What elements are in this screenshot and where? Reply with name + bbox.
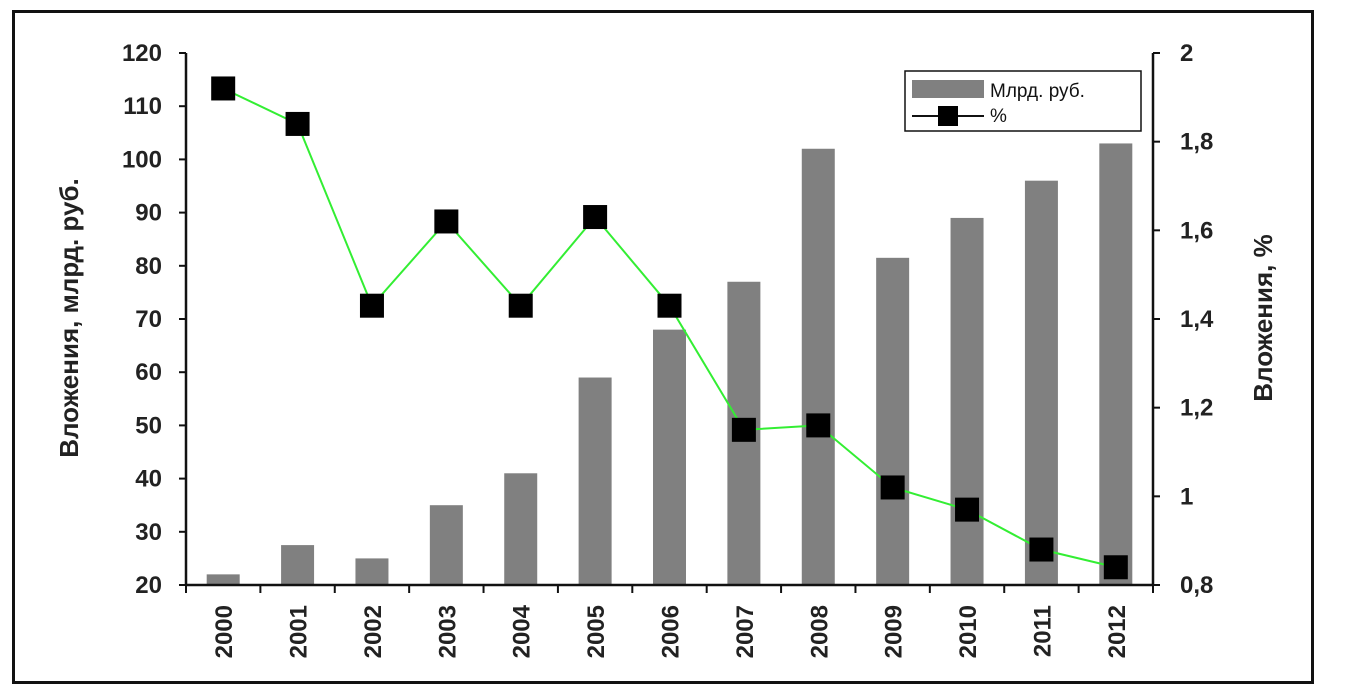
y2-tick-label: 1,4 [1180, 306, 1214, 333]
line-marker-2002 [359, 293, 384, 318]
bar-2012 [1099, 143, 1133, 585]
y2-tick-label: 0,8 [1180, 572, 1213, 599]
y-tick-label: 50 [135, 412, 162, 439]
x-tick-label: 2011 [1029, 605, 1056, 657]
y2-tick-label: 1,6 [1180, 217, 1213, 244]
x-tick-label: 2010 [955, 605, 982, 658]
bar-2009 [876, 257, 910, 585]
right-axis-ticks: 0,8 1 1,2 1,4 1,6 1,8 2 [1153, 40, 1214, 599]
y2-tick-label: 2 [1180, 40, 1193, 67]
y-tick-label: 110 [123, 93, 162, 120]
bar-2005 [578, 377, 612, 585]
line-marker-2008 [806, 413, 831, 438]
legend-line-label: % [990, 106, 1007, 127]
x-tick-label: 2006 [658, 605, 685, 658]
y-tick-label: 40 [135, 466, 162, 493]
x-axis-ticks: 2000 2001 2002 2003 2004 2005 2006 2007 2008 2009… [185, 585, 1154, 658]
legend-bar-swatch [912, 80, 984, 98]
axes [184, 53, 1155, 587]
y-tick-label: 80 [135, 253, 162, 280]
line-marker-2010 [955, 497, 980, 522]
y2-tick-label: 1 [1180, 483, 1193, 510]
x-tick-label: 2005 [583, 605, 610, 658]
line-marker-2005 [583, 205, 608, 230]
line-marker-2012 [1103, 555, 1128, 580]
bar-2004 [504, 473, 538, 585]
line-marker-2004 [508, 293, 533, 318]
bar-series [206, 143, 1133, 586]
x-tick-label: 2000 [211, 605, 238, 658]
y2-axis-title: Вложения, % [1248, 234, 1278, 401]
x-tick-label: 2012 [1104, 605, 1131, 658]
x-tick-label: 2009 [881, 605, 908, 658]
bar-2010 [950, 217, 984, 586]
line-series [211, 76, 1128, 580]
x-tick-label: 2004 [509, 604, 536, 658]
bar-2002 [355, 558, 389, 585]
line-marker-2003 [434, 209, 459, 234]
bar-2008 [801, 148, 835, 585]
line-marker-2001 [285, 111, 310, 136]
y-axis-title: Вложения, млрд. руб. [54, 178, 84, 458]
y-tick-label: 30 [135, 519, 162, 546]
bar-2001 [281, 545, 315, 585]
bar-2000 [206, 574, 240, 585]
y-tick-label: 90 [135, 200, 162, 227]
x-tick-label: 2002 [360, 605, 387, 658]
line-marker-2007 [731, 417, 756, 442]
line-marker-2006 [657, 293, 682, 318]
x-tick-label: 2008 [806, 605, 833, 658]
legend-bar-label: Млрд. руб. [990, 81, 1085, 102]
bar-2003 [429, 505, 463, 585]
left-axis-ticks: 20 30 40 50 60 70 80 90 100 110 120 [122, 40, 186, 599]
legend: Млрд. руб. % [904, 70, 1142, 132]
x-tick-label: 2001 [286, 605, 313, 658]
y-tick-label: 70 [135, 306, 162, 333]
line-marker-2000 [211, 76, 236, 101]
y-tick-label: 120 [122, 40, 162, 67]
x-tick-label: 2007 [732, 605, 759, 658]
y2-tick-label: 1,8 [1180, 129, 1213, 156]
bar-2011 [1024, 180, 1058, 585]
y-tick-label: 60 [135, 359, 162, 386]
line-marker-2009 [880, 475, 905, 500]
x-tick-label: 2003 [434, 605, 461, 658]
line-marker-2011 [1029, 537, 1054, 562]
y-tick-label: 100 [122, 146, 162, 173]
legend-marker-swatch [938, 106, 958, 126]
bar-2006 [653, 329, 686, 585]
y-tick-label: 20 [135, 572, 162, 599]
y2-tick-label: 1,2 [1180, 395, 1213, 422]
